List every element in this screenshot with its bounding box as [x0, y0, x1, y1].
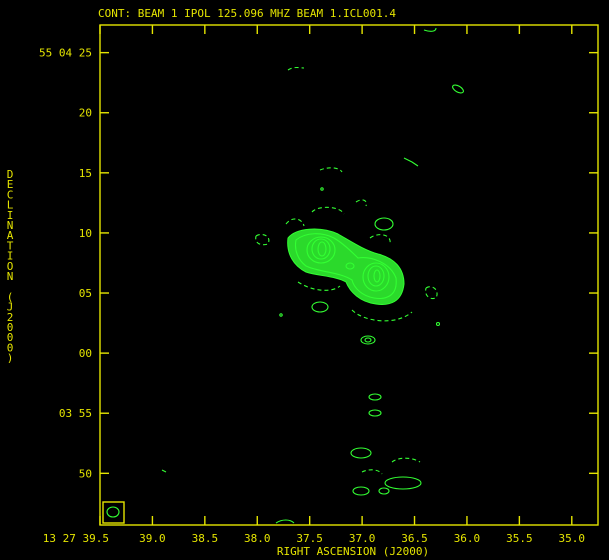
- negative-contour: [391, 457, 421, 463]
- negative-contour: [425, 286, 438, 300]
- x-tick-label: 13 27 39.5: [43, 532, 109, 545]
- x-tick-label: 38.5: [192, 532, 219, 545]
- x-tick-label: 35.5: [506, 532, 533, 545]
- negative-contour: [355, 199, 367, 207]
- negative-contour: [285, 218, 305, 227]
- positive-contour: [360, 335, 376, 345]
- x-tick-label: 37.5: [296, 532, 323, 545]
- positive-contour: [378, 487, 390, 495]
- y-tick-label: 15: [79, 167, 92, 180]
- y-tick-label: 10: [79, 227, 92, 240]
- positive-contour: [423, 27, 437, 32]
- positive-contour: [320, 187, 324, 191]
- chart-title: CONT: BEAM 1 IPOL 125.096 MHZ BEAM 1.ICL…: [98, 7, 396, 20]
- positive-contour: [384, 476, 422, 490]
- y-tick-label: 55 04 25: [39, 47, 92, 60]
- negative-contour: [287, 66, 305, 71]
- plot-frame: [99, 24, 599, 526]
- beam-ellipse: [106, 506, 120, 518]
- x-tick-label: 36.0: [454, 532, 481, 545]
- positive-contour: [311, 301, 329, 313]
- negative-contour: [255, 233, 270, 246]
- positive-contour: [352, 486, 370, 496]
- positive-contour: [368, 409, 382, 417]
- y-tick-label: 00: [79, 347, 92, 360]
- positive-contour: [368, 393, 382, 401]
- negative-contour: [311, 206, 345, 215]
- x-axis-ticks: 13 27 39.5 39.0 38.5 38.0 37.5 37.0 36.5 36.0 35…: [43, 25, 585, 545]
- beam-box: [102, 501, 125, 524]
- positive-contour: [403, 157, 419, 167]
- y-tick-label: 50: [79, 467, 92, 480]
- x-axis-title: RIGHT ASCENSION (J2000): [277, 545, 429, 558]
- negative-contour: [351, 309, 413, 322]
- x-tick-label: 39.0: [139, 532, 166, 545]
- positive-contour: [279, 313, 283, 317]
- positive-contour: [311, 238, 331, 260]
- negative-contour: [361, 469, 383, 475]
- x-tick-label: 37.0: [349, 532, 376, 545]
- contour-lines: [161, 27, 464, 524]
- positive-contour: [317, 241, 327, 257]
- positive-contour: [452, 84, 464, 94]
- beam-marker: [102, 501, 125, 524]
- y-tick-label: 20: [79, 107, 92, 120]
- positive-contour: [345, 262, 355, 270]
- y-axis-ticks: 55 04 25 20 15 10 05 00 03 55 50: [39, 47, 598, 480]
- y-tick-label: 05: [79, 287, 92, 300]
- positive-contour: [161, 469, 167, 473]
- positive-contour: [294, 233, 397, 300]
- x-tick-label: 38.0: [244, 532, 271, 545]
- negative-contour: [369, 234, 391, 245]
- positive-contour: [306, 236, 336, 264]
- positive-contour: [362, 262, 390, 292]
- positive-contour: [275, 519, 295, 524]
- positive-contour: [435, 321, 441, 327]
- positive-contour: [374, 217, 394, 231]
- x-tick-label: 36.5: [401, 532, 428, 545]
- negative-contour: [319, 167, 343, 173]
- positive-contour: [367, 265, 385, 287]
- positive-contour: [364, 337, 372, 343]
- negative-contour: [297, 281, 341, 291]
- positive-contour: [373, 269, 381, 283]
- positive-contour: [350, 447, 372, 459]
- y-tick-label: 03 55: [59, 407, 92, 420]
- x-tick-label: 35.0: [559, 532, 586, 545]
